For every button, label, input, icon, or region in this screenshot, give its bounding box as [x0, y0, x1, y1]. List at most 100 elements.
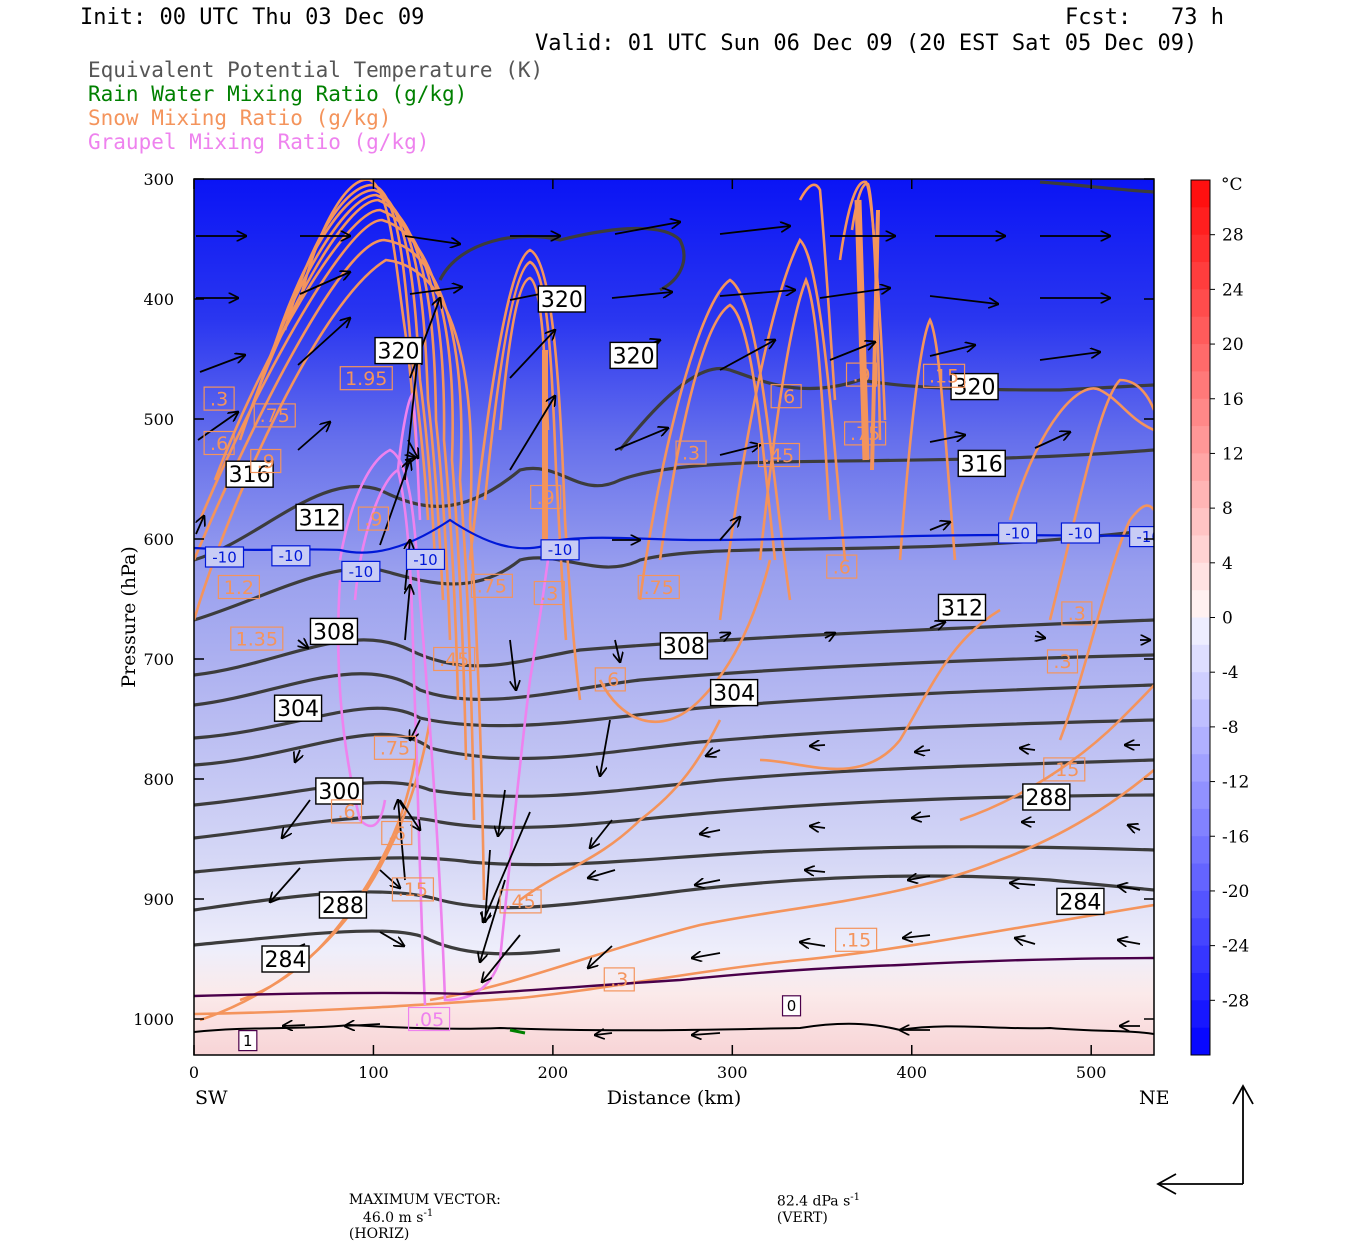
snow-label: .45: [764, 445, 794, 467]
x-tick-label: 0: [189, 1063, 199, 1082]
colorbar-bin: [1191, 207, 1210, 236]
snow-label-box: [844, 421, 887, 446]
y-tick-label: 900: [143, 890, 174, 909]
isotherm-label: 1: [243, 1032, 253, 1050]
x-tick-label: 100: [358, 1063, 389, 1082]
snow-label-box: [230, 626, 284, 651]
y-tick-label: 500: [143, 410, 174, 429]
isotherm-label: -10: [349, 563, 374, 581]
colorbar-bin: [1191, 1027, 1210, 1056]
snow-label-box: [835, 927, 878, 952]
colorbar-bin: [1191, 234, 1210, 263]
y-tick-label: 300: [143, 170, 174, 189]
snow-label: .3: [540, 583, 558, 605]
theta-e-label-box: [273, 694, 323, 722]
snow-label: .3: [682, 442, 700, 464]
colorbar-bin: [1191, 535, 1210, 564]
colorbar-label: -28: [1222, 991, 1249, 1011]
snow-label: .75: [477, 576, 507, 598]
isotherm-label-box: [1129, 525, 1154, 548]
colorbar-label: 24: [1222, 280, 1244, 300]
colorbar-bin: [1191, 426, 1210, 454]
axes: 0 100 200 300 400 500 300 400 500 600 700 800 900 100…: [118, 170, 1170, 1109]
snow-label: .75: [850, 423, 880, 445]
snow-label-box: [253, 403, 296, 428]
snow-label-box: [203, 386, 235, 411]
isotherm-label: -10: [1136, 528, 1161, 546]
theta-e-label-box: [1056, 887, 1105, 916]
colorbar-bin: [1191, 316, 1210, 345]
theta-e-label: 288: [322, 894, 364, 919]
snow-label-box: [330, 799, 363, 824]
snow-label-box: [594, 667, 626, 692]
colorbar-label: -4: [1222, 663, 1239, 683]
snow-label: 1.95: [345, 368, 387, 390]
vert-exponent: -1: [850, 1192, 861, 1203]
y-axis-label: Pressure (hPa): [118, 546, 140, 688]
snow-label-box: [433, 646, 476, 672]
horiz-max-value: 46.0 m s: [362, 1209, 424, 1226]
y-tick-label: 400: [143, 290, 174, 309]
legend-theta-e: Equivalent Potential Temperature (K): [88, 58, 544, 82]
snow-contours: [194, 179, 1154, 1022]
snow-label-box: [757, 442, 801, 468]
colorbar-bin: [1191, 672, 1210, 701]
colorbar-label: -20: [1222, 882, 1249, 902]
theta-e-label-box: [659, 632, 709, 660]
snow-label: .45: [439, 649, 469, 671]
colorbar-label: -8: [1222, 718, 1239, 738]
snow-label: .15: [1049, 759, 1079, 781]
colorbar-bin: [1191, 344, 1210, 372]
colorbar-bin: [1191, 781, 1210, 810]
x-tick-label: 400: [896, 1063, 927, 1082]
y-tick-label: 600: [143, 530, 174, 549]
snow-label: .9: [537, 487, 555, 509]
snow-label: .45: [505, 891, 535, 913]
x-axis-left-end-label: SW: [195, 1087, 228, 1109]
theta-e-label: 320: [613, 344, 655, 369]
snow-label: .9: [364, 508, 382, 530]
colorbar-bin: [1191, 617, 1210, 646]
colorbar-bin: [1191, 398, 1210, 427]
colorbar-label: 0: [1222, 609, 1233, 629]
legend-snow: Snow Mixing Ratio (g/kg): [88, 106, 392, 130]
snow-label: .15: [841, 930, 871, 952]
legend-graupel: Graupel Mixing Ratio (g/kg): [88, 130, 430, 154]
isotherm-label-box: [238, 1029, 258, 1052]
colorbar-label: 28: [1222, 226, 1244, 246]
theta-e-label: 300: [318, 780, 360, 805]
snow-label-box: [826, 554, 858, 579]
snow-label-box: [922, 363, 966, 388]
colorbar-label: -24: [1222, 937, 1249, 957]
snow-label-box: [530, 484, 562, 510]
theta-e-label: 288: [1025, 786, 1067, 811]
contour-labels: 320 320 320 320 316 316 312 312 308 308 304 304 300 2…: [203, 285, 1161, 1052]
snow-label: .9: [257, 451, 275, 473]
x-tick-label: 300: [717, 1063, 748, 1082]
colorbar-bin: [1191, 836, 1210, 865]
colorbar-bin: [1191, 726, 1210, 755]
snow-label-box: [1061, 601, 1093, 626]
snow-label-box: [470, 573, 513, 598]
snow-label: .75: [260, 405, 290, 427]
x-axis-label: Distance (km): [607, 1087, 742, 1109]
theta-e-label-box: [318, 891, 368, 919]
snow-label: .15: [398, 879, 428, 901]
isotherm-label-box: [405, 548, 446, 571]
plot-area: 320 320 320 320 316 316 312 312 308 308 304 304 300 2…: [118, 170, 1170, 1109]
graupel-label: .05: [414, 1009, 444, 1031]
colorbar-bin: [1191, 371, 1210, 400]
theta-e-label-box: [1022, 783, 1071, 811]
reference-vector-icon: [1156, 1084, 1254, 1195]
snow-label: .6: [388, 823, 406, 845]
theta-e-label: 320: [541, 288, 583, 313]
colorbar-label: -16: [1222, 827, 1249, 847]
x-tick-label: 200: [538, 1063, 569, 1082]
contour-layers: 320 320 320 320 316 316 312 312 308 308 304 304 300 2…: [194, 179, 1161, 1052]
colorbar-bin: [1191, 754, 1210, 783]
snow-label: .3: [1053, 651, 1071, 673]
colorbar-bin: [1191, 945, 1210, 974]
isotherm-label: -10: [1005, 524, 1030, 542]
plot-frame: [193, 178, 1155, 1056]
colorbar-bin: [1191, 562, 1210, 591]
